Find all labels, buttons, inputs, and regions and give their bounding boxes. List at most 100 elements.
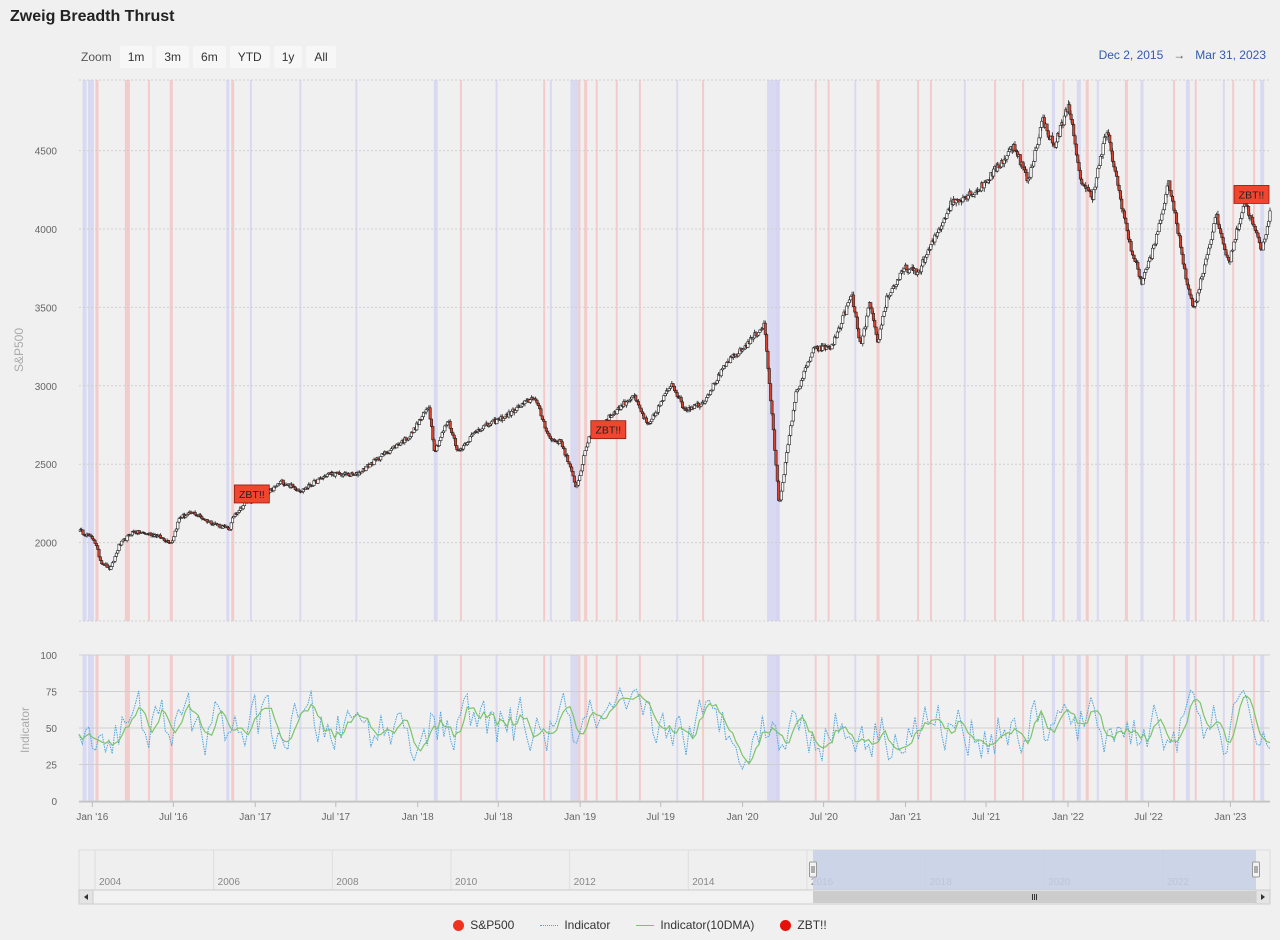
candle-body (399, 442, 403, 446)
navigator-handle-right[interactable] (1252, 861, 1260, 878)
candle-body (490, 421, 494, 425)
x-tick-label: Jan '19 (564, 812, 596, 823)
candle-body (540, 415, 544, 420)
candle-body (855, 316, 859, 330)
candle-body (835, 331, 839, 338)
candle-body (1183, 263, 1187, 270)
candle-body (1089, 191, 1093, 198)
candle-body (544, 427, 548, 432)
candle-body (790, 420, 794, 427)
candle-body (176, 521, 180, 530)
candle-body (546, 430, 550, 434)
candle-body (881, 316, 885, 326)
zoom-all-button[interactable]: All (306, 46, 336, 68)
candle-body (1040, 120, 1044, 128)
candle-body (578, 475, 582, 481)
candle-body (1137, 268, 1141, 277)
candle-body (1096, 167, 1100, 179)
zoom-1y-button[interactable]: 1y (273, 46, 303, 68)
y-tick-label: 2500 (35, 460, 58, 471)
zbt-flag[interactable]: ZBT!! (1233, 185, 1270, 204)
candle-body (162, 538, 166, 542)
candle-body (1045, 123, 1049, 132)
navigator-year-label: 2014 (692, 877, 715, 888)
candle-body (961, 197, 965, 202)
candle-body (705, 397, 709, 402)
candle-body (116, 550, 120, 554)
zoom-3m-button[interactable]: 3m (156, 46, 190, 68)
candle-body (858, 337, 862, 343)
legend-item-zbt[interactable]: ZBT!! (780, 918, 827, 932)
candle-body (559, 439, 563, 443)
signal-band (775, 80, 780, 621)
candle-body (1146, 260, 1150, 269)
x-tick-label: Jan '21 (890, 812, 922, 823)
legend-sp500-icon (453, 919, 465, 931)
candle-body (1211, 231, 1215, 240)
legend-item-indicator[interactable]: Indicator (540, 918, 610, 932)
candle-body (364, 466, 368, 471)
candle-body (1092, 189, 1096, 200)
candle-body (1021, 161, 1025, 168)
navigator-handle-left[interactable] (809, 861, 817, 878)
signal-band (1085, 80, 1089, 621)
zbt-flag-box (590, 420, 627, 440)
legend-item-indicator-ma[interactable]: Indicator(10DMA) (636, 918, 754, 932)
range-from[interactable]: Dec 2, 2015 (1098, 48, 1164, 62)
candle-body (428, 407, 432, 420)
candle-body (1133, 258, 1137, 262)
signal-band (570, 80, 579, 621)
candle-body (279, 480, 283, 484)
candle-body (448, 421, 452, 429)
signal-band (231, 80, 235, 621)
candle-body (905, 264, 909, 271)
signal-band (1172, 80, 1175, 621)
candle-body (455, 445, 459, 451)
candle-body (93, 540, 97, 544)
zoom-1m-button[interactable]: 1m (119, 46, 153, 68)
navigator: 2004200620082010201220142016201820202022 (78, 849, 1271, 905)
zbt-flag[interactable]: ZBT!! (590, 420, 627, 440)
candle-body (869, 302, 873, 309)
candle-body (672, 386, 676, 392)
y-tick-label: 50 (46, 724, 58, 735)
candle-body (1106, 132, 1110, 136)
candle-body (806, 361, 810, 367)
candle-body (1101, 143, 1105, 156)
zoom-ytd-button[interactable]: YTD (229, 46, 270, 68)
candle-body (579, 470, 583, 476)
y-tick-label: 100 (40, 651, 57, 662)
range-to[interactable]: Mar 31, 2023 (1195, 48, 1266, 62)
candle-body (580, 464, 584, 472)
candle-body (347, 473, 351, 476)
candle-body (815, 346, 819, 349)
candle-body (1112, 161, 1116, 168)
legend-label: Indicator (564, 918, 611, 932)
signal-band (169, 80, 173, 621)
candle-body (1213, 217, 1217, 224)
navigator-year-label: 2012 (574, 877, 597, 888)
chart-canvas[interactable]: 2000 2500 3000 3500 4000 4500 S&P500 0 25 50 75 100… (0, 0, 1280, 910)
candle-body (466, 442, 470, 446)
candle-body (1263, 238, 1267, 243)
legend-item-sp500[interactable]: S&P500 (453, 918, 514, 932)
navigator-year-label: 2010 (455, 877, 478, 888)
candle-body (1034, 147, 1038, 151)
candle-body (1078, 170, 1082, 180)
candle-body (1241, 206, 1245, 214)
candle-body (847, 299, 851, 303)
navigator-selection[interactable] (813, 850, 1256, 890)
candle-body (584, 446, 588, 451)
candle-body (1267, 220, 1271, 227)
signal-band (929, 80, 932, 621)
x-tick-label: Jan '18 (402, 812, 434, 823)
candle-body (945, 213, 949, 219)
zbt-flag[interactable]: ZBT!! (233, 484, 270, 504)
x-tick-label: Jul '18 (484, 812, 513, 823)
zoom-6m-button[interactable]: 6m (193, 46, 226, 68)
candle-body (1144, 269, 1148, 273)
candle-body (440, 432, 444, 438)
candle-body (662, 395, 666, 401)
candle-body (1203, 264, 1207, 274)
candle-body (1199, 278, 1203, 290)
